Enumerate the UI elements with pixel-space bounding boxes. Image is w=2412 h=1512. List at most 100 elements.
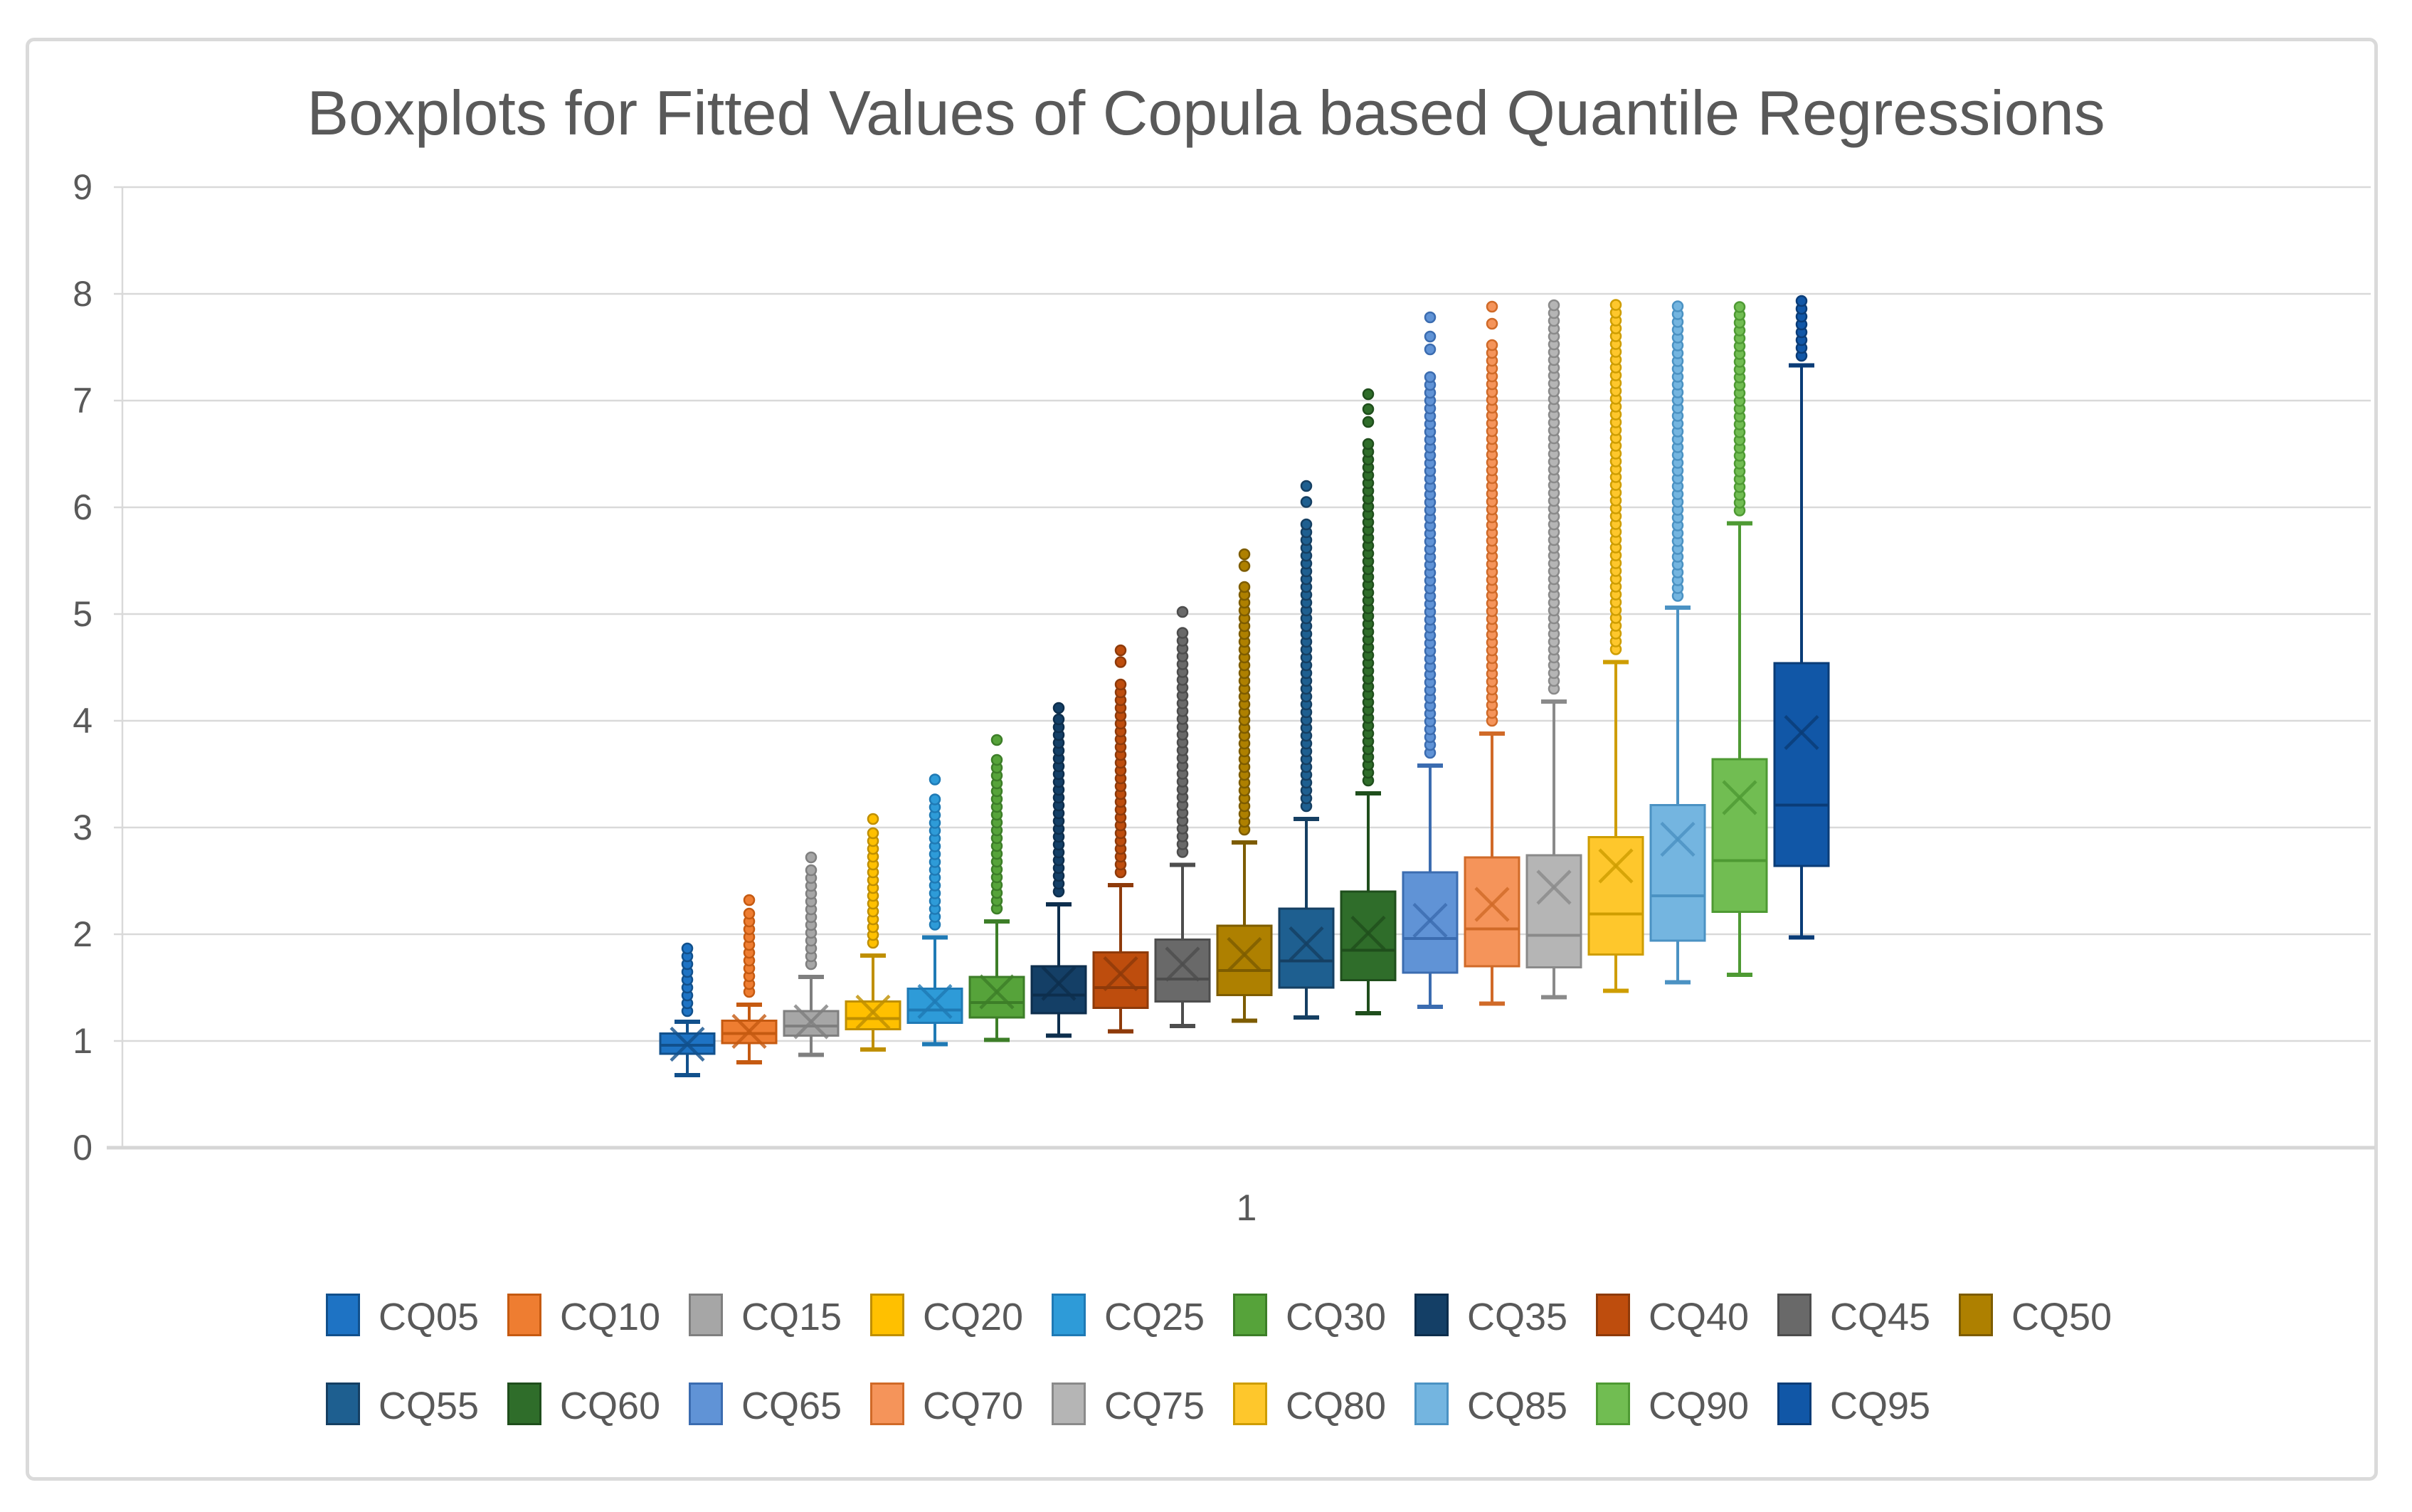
legend-swatch-CQ70 [870, 1383, 904, 1425]
mean-marker-CQ75 [1536, 869, 1572, 905]
legend-label-CQ45: CQ45 [1830, 1296, 1931, 1338]
chart-frame [26, 38, 2378, 1481]
legend-label-CQ55: CQ55 [379, 1385, 480, 1427]
legend-label-CQ60: CQ60 [560, 1385, 661, 1427]
outlier-dot-CQ75 [1548, 299, 1560, 312]
mean-marker-CQ05 [670, 1026, 705, 1062]
legend-swatch-CQ90 [1596, 1383, 1630, 1425]
box-CQ45 [1154, 939, 1211, 1003]
legend-swatch-CQ15 [689, 1294, 723, 1336]
y-axis-tick-4: 4 [73, 701, 92, 741]
outlier-dot-CQ55 [1300, 518, 1313, 531]
mean-marker-CQ55 [1289, 926, 1324, 962]
legend-label-CQ40: CQ40 [1649, 1296, 1750, 1338]
box-CQ55 [1278, 907, 1335, 989]
outlier-dot-CQ65 [1424, 343, 1437, 356]
legend-swatch-CQ65 [689, 1383, 723, 1425]
y-axis-tick-5: 5 [73, 594, 92, 634]
outlier-dot-CQ90 [1733, 301, 1746, 313]
box-CQ30 [968, 976, 1025, 1019]
outlier-dot-CQ15 [805, 864, 818, 877]
legend-label-CQ90: CQ90 [1649, 1385, 1750, 1427]
legend-swatch-CQ30 [1233, 1294, 1267, 1336]
legend-label-CQ25: CQ25 [1104, 1296, 1205, 1338]
box-CQ25 [906, 988, 963, 1024]
legend-swatch-CQ10 [507, 1294, 541, 1336]
outlier-dot-CQ65 [1424, 311, 1437, 324]
legend-label-CQ95: CQ95 [1830, 1385, 1931, 1427]
x-axis-category-label: 1 [1236, 1188, 1257, 1229]
box-CQ80 [1587, 836, 1644, 956]
outlier-dot-CQ80 [1609, 299, 1622, 311]
y-axis-tick-2: 2 [73, 914, 92, 954]
outlier-dot-CQ65 [1424, 330, 1437, 343]
box-CQ20 [845, 1000, 901, 1030]
outlier-dot-CQ10 [743, 907, 756, 920]
outlier-dot-CQ70 [1486, 300, 1498, 313]
legend-label-CQ75: CQ75 [1104, 1385, 1205, 1427]
mean-marker-CQ20 [855, 994, 891, 1030]
legend-swatch-CQ85 [1414, 1383, 1449, 1425]
outlier-dot-CQ05 [681, 942, 694, 955]
legend-swatch-CQ75 [1052, 1383, 1086, 1425]
mean-marker-CQ40 [1103, 956, 1138, 992]
box-CQ70 [1464, 856, 1520, 968]
outlier-dot-CQ40 [1114, 656, 1127, 668]
legend-swatch-CQ20 [870, 1294, 904, 1336]
outlier-dot-CQ45 [1176, 606, 1189, 618]
outlier-dot-CQ60 [1362, 403, 1375, 416]
legend-swatch-CQ45 [1777, 1294, 1811, 1336]
outlier-dot-CQ95 [1795, 295, 1808, 307]
outlier-dot-CQ55 [1300, 496, 1313, 508]
y-axis-tick-9: 9 [73, 167, 92, 207]
mean-marker-CQ70 [1474, 887, 1510, 922]
legend-swatch-CQ25 [1052, 1294, 1086, 1336]
box-CQ90 [1711, 758, 1768, 913]
outlier-dot-CQ30 [990, 754, 1003, 766]
outlier-dot-CQ50 [1238, 548, 1251, 561]
legend-label-CQ20: CQ20 [923, 1296, 1024, 1338]
legend-swatch-CQ40 [1596, 1294, 1630, 1336]
mean-marker-CQ95 [1784, 714, 1819, 751]
outlier-dot-CQ20 [867, 813, 879, 825]
chart-title: Boxplots for Fitted Values of Copula bas… [307, 78, 2105, 148]
legend-label-CQ05: CQ05 [379, 1296, 480, 1338]
legend-swatch-CQ05 [326, 1294, 360, 1336]
mean-marker-CQ60 [1350, 915, 1386, 951]
box-CQ50 [1216, 924, 1273, 996]
outlier-dot-CQ50 [1238, 560, 1251, 572]
mean-marker-CQ30 [979, 974, 1015, 1010]
mean-marker-CQ10 [731, 1013, 767, 1050]
legend-swatch-CQ50 [1959, 1294, 1993, 1336]
outlier-dot-CQ70 [1486, 317, 1498, 330]
legend-label-CQ50: CQ50 [2011, 1296, 2112, 1338]
legend-swatch-CQ95 [1777, 1383, 1811, 1425]
y-axis-tick-0: 0 [73, 1128, 92, 1168]
mean-marker-CQ80 [1598, 848, 1634, 884]
legend-label-CQ15: CQ15 [741, 1296, 842, 1338]
outlier-dot-CQ40 [1114, 678, 1127, 691]
outlier-dot-CQ10 [743, 894, 756, 906]
box-CQ95 [1773, 662, 1830, 867]
legend-swatch-CQ80 [1233, 1383, 1267, 1425]
legend-swatch-CQ60 [507, 1383, 541, 1425]
box-CQ40 [1092, 951, 1149, 1009]
box-CQ85 [1649, 804, 1706, 942]
outlier-dot-CQ85 [1671, 300, 1684, 312]
legend-label-CQ80: CQ80 [1286, 1385, 1387, 1427]
mean-marker-CQ35 [1041, 966, 1077, 1001]
outlier-dot-CQ55 [1300, 480, 1313, 492]
box-CQ60 [1340, 890, 1397, 981]
outlier-dot-CQ45 [1176, 627, 1189, 639]
outlier-dot-CQ35 [1052, 713, 1065, 726]
mean-marker-CQ25 [917, 983, 953, 1020]
y-axis-tick-6: 6 [73, 487, 92, 527]
outlier-dot-CQ15 [805, 851, 818, 864]
outlier-dot-CQ65 [1424, 371, 1437, 384]
mean-marker-CQ90 [1722, 780, 1757, 815]
y-axis-tick-8: 8 [73, 274, 92, 314]
outlier-dot-CQ20 [867, 827, 879, 840]
mean-marker-CQ50 [1227, 936, 1262, 973]
